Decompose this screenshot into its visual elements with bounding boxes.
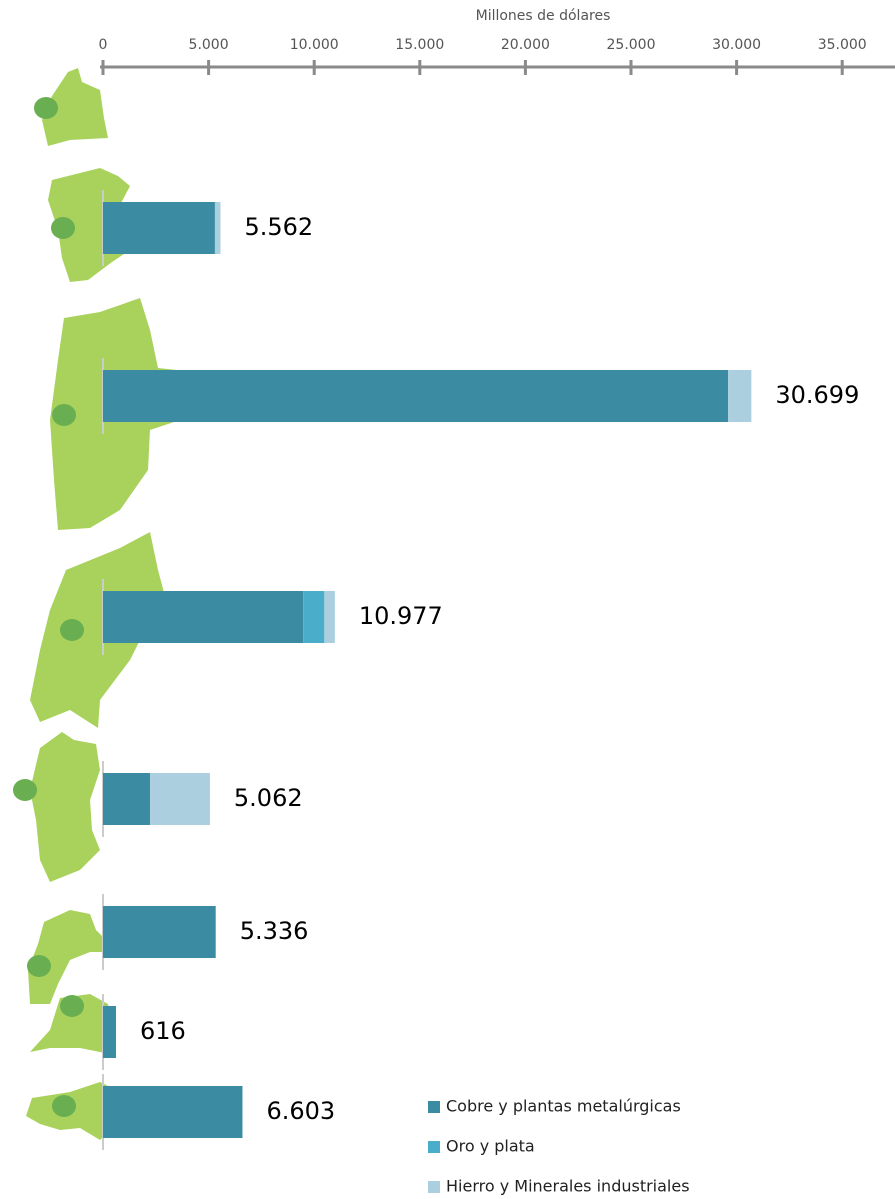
x-tick-label: 30.000 — [712, 37, 761, 53]
total-label: 616 — [140, 1017, 186, 1045]
total-label: 6.603 — [266, 1097, 335, 1125]
legend-swatch — [428, 1101, 440, 1113]
legend-label: Hierro y Minerales industriales — [446, 1177, 690, 1196]
legend-swatch — [428, 1181, 440, 1193]
x-tick-label: 0 — [99, 37, 108, 53]
total-label: 5.336 — [240, 917, 309, 945]
bar-segment — [103, 1086, 243, 1138]
bar-segment — [103, 591, 304, 643]
bar-segment — [150, 773, 210, 825]
region-dot — [52, 1095, 76, 1117]
region-dot — [52, 404, 76, 426]
total-label: 30.699 — [775, 381, 859, 409]
bar-segment — [103, 906, 216, 958]
region-dot — [60, 619, 84, 641]
region-dot — [60, 995, 84, 1017]
bar-segment — [103, 370, 729, 422]
total-label: 5.562 — [244, 213, 313, 241]
region-map — [30, 994, 112, 1054]
bar-segment — [103, 1006, 117, 1058]
total-label: 5.062 — [234, 784, 303, 812]
legend-label: Cobre y plantas metalúrgicas — [446, 1097, 681, 1116]
bar-segment — [324, 591, 335, 643]
legend-label: Oro y plata — [446, 1137, 535, 1156]
x-tick-label: 15.000 — [395, 37, 444, 53]
bar-segment — [214, 202, 221, 254]
bar-segment — [728, 370, 752, 422]
x-tick-label: 20.000 — [501, 37, 550, 53]
region-dot — [51, 217, 75, 239]
bar-segment — [103, 202, 215, 254]
region-map — [30, 532, 166, 728]
x-tick-label: 10.000 — [290, 37, 339, 53]
region-maps — [13, 68, 200, 1140]
legend-swatch — [428, 1141, 440, 1153]
region-dot — [34, 97, 58, 119]
bar-segment — [303, 591, 325, 643]
region-map — [28, 910, 108, 1004]
x-tick-label: 25.000 — [607, 37, 656, 53]
region-map — [42, 68, 108, 146]
region-dot — [27, 955, 51, 977]
bar-segment — [103, 773, 151, 825]
x-axis-title: Millones de dólares — [476, 8, 611, 24]
total-label: 10.977 — [359, 602, 443, 630]
x-tick-label: 5.000 — [189, 37, 229, 53]
x-tick-label: 35.000 — [818, 37, 867, 53]
region-dot — [13, 779, 37, 801]
region-map — [30, 732, 100, 882]
